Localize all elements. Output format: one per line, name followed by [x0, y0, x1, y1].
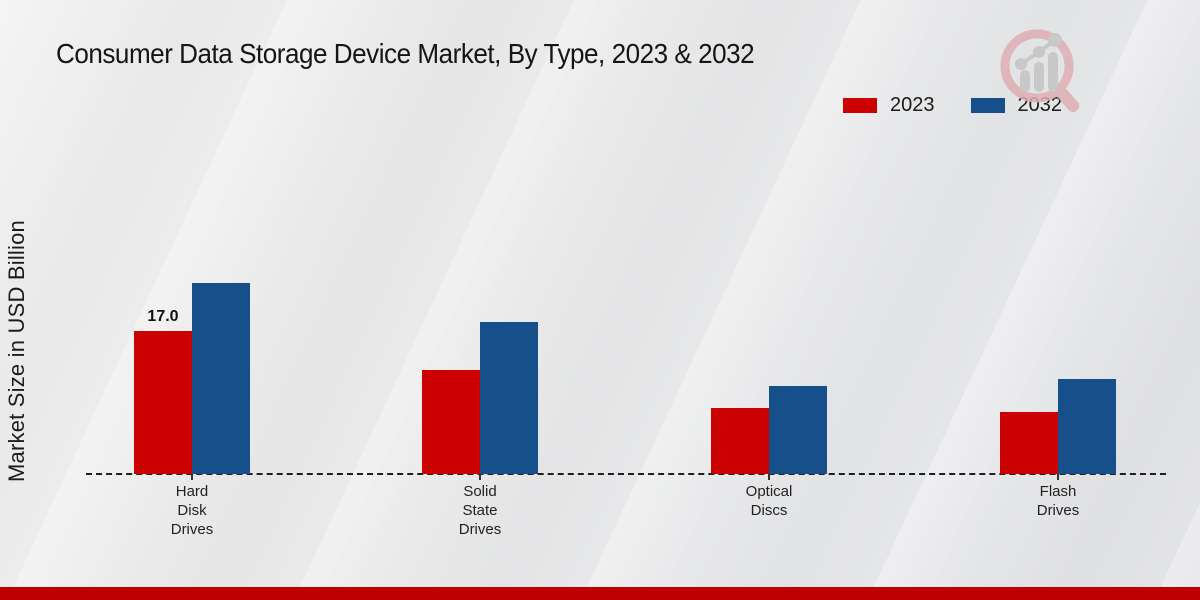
- x-axis-tick-solid-state-drives: [479, 474, 481, 480]
- x-axis-tick-optical-discs: [768, 474, 770, 480]
- category-label-optical-discs: Optical Discs: [745, 483, 793, 519]
- bar-2023-hard-disk-drives: 17.0: [134, 308, 192, 474]
- x-axis-tick-flash-drives: [1057, 474, 1059, 480]
- legend-item-2023: 2023: [843, 94, 935, 117]
- x-axis-tick-hard-disk-drives: [191, 474, 193, 480]
- magnifier-bar-chart-logo-icon: [1000, 29, 1080, 113]
- bar-2032-solid-state-drives: [480, 322, 538, 474]
- legend-swatch-2032: [970, 98, 1005, 113]
- bar-2032-flash-drives: [1058, 379, 1116, 474]
- bar-2032-optical-discs: [769, 386, 827, 474]
- legend-label-2023: 2023: [890, 94, 935, 116]
- bar-2023-solid-state-drives: [422, 370, 480, 474]
- category-label-flash-drives: Flash Drives: [1036, 483, 1080, 519]
- legend-swatch-2023: [843, 98, 877, 113]
- x-axis-baseline: [86, 473, 1166, 475]
- bar-2032-hard-disk-drives: [192, 283, 250, 474]
- bar-value-label-2023-hard-disk-drives: 17.0: [147, 308, 179, 325]
- category-label-hard-disk-drives: Hard Disk Drives: [170, 483, 214, 538]
- category-label-solid-state-drives: Solid State Drives: [458, 483, 502, 538]
- bar-2023-optical-discs: [711, 408, 769, 474]
- bottom-accent-band: [0, 587, 1200, 600]
- bar-2023-flash-drives: [1000, 412, 1058, 474]
- chart-title: Consumer Data Storage Device Market, By …: [56, 38, 755, 69]
